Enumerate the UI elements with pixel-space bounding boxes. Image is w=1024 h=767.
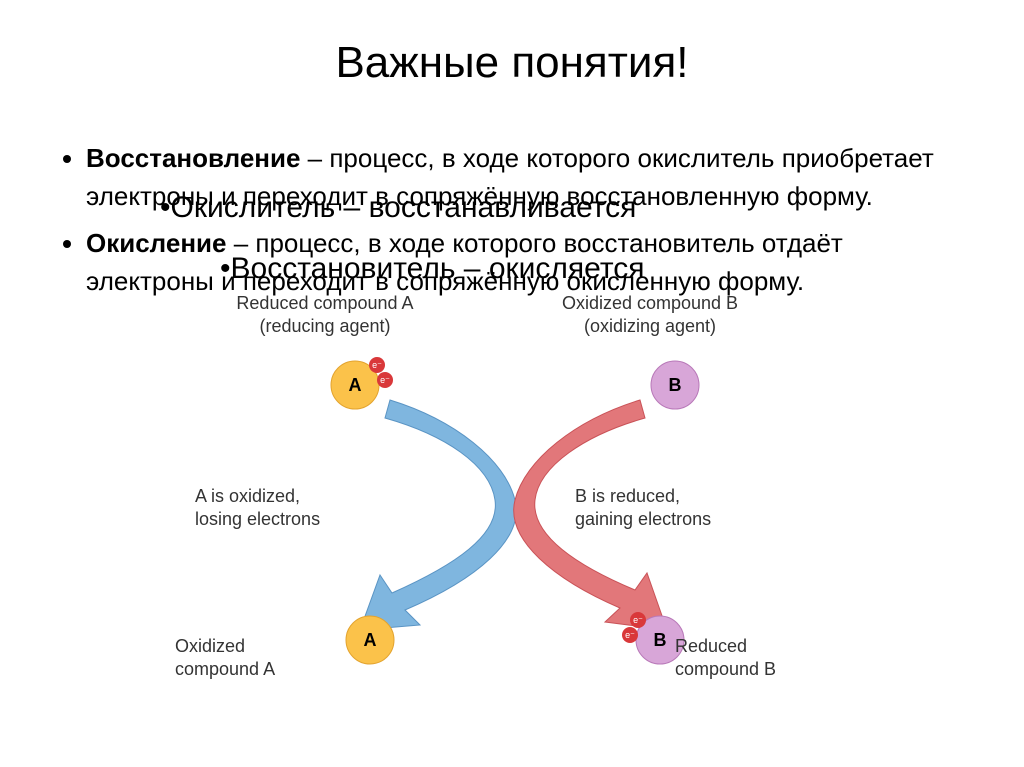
node-a-bottom: A	[346, 616, 394, 664]
svg-text:A: A	[364, 630, 377, 650]
svg-text:B: B	[654, 630, 667, 650]
svg-text:A: A	[349, 375, 362, 395]
term: Восстановление	[86, 143, 300, 173]
svg-text:e⁻: e⁻	[625, 630, 635, 640]
label-top-left: Reduced compound A (reducing agent)	[205, 292, 445, 337]
overlay-line-2: •Восстановитель – окисляется	[220, 252, 644, 286]
node-b-top: B	[651, 361, 699, 409]
label-bottom-right: Reduced compound B	[675, 635, 845, 680]
page-title: Важные понятия!	[0, 38, 1024, 88]
svg-text:e⁻: e⁻	[380, 375, 390, 385]
redox-diagram: Reduced compound A (reducing agent) Oxid…	[195, 290, 835, 710]
arrow-blue	[360, 400, 516, 630]
label-mid-right: B is reduced, gaining electrons	[575, 485, 775, 530]
svg-text:B: B	[669, 375, 682, 395]
node-a-top: A e⁻ e⁻	[331, 357, 393, 409]
svg-text:e⁻: e⁻	[372, 360, 382, 370]
overlay-line-1: •Окислитель – восстанавливается	[160, 191, 636, 225]
label-top-right: Oxidized compound B (oxidizing agent)	[520, 292, 780, 337]
label-bottom-left: Oxidized compound A	[175, 635, 345, 680]
term: Окисление	[86, 228, 226, 258]
label-mid-left: A is oxidized, losing electrons	[195, 485, 375, 530]
svg-text:e⁻: e⁻	[633, 615, 643, 625]
